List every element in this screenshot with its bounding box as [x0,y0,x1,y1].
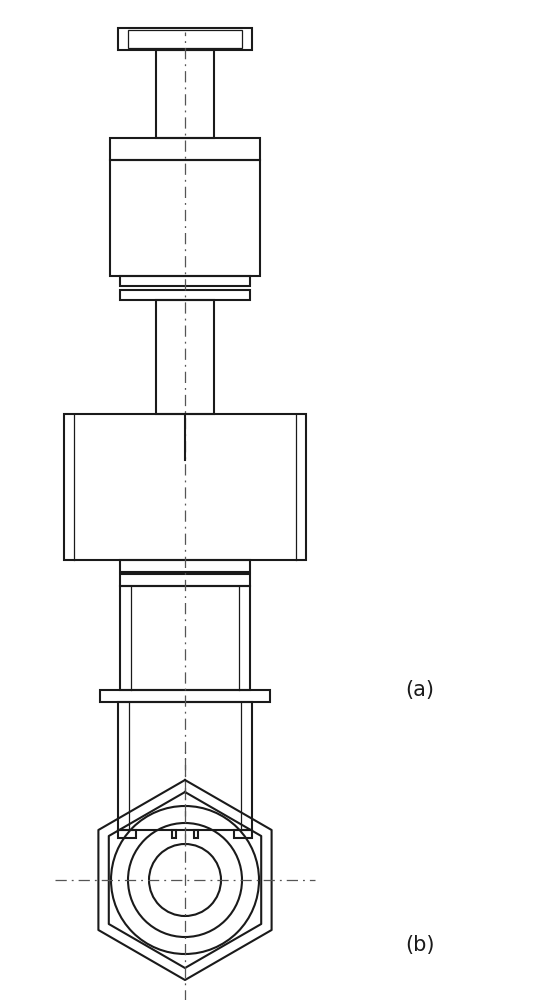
Bar [120,586,250,690]
Bar [110,138,260,160]
Bar [120,574,250,586]
Bar [194,830,198,838]
Bar [110,160,260,276]
Bar [64,414,306,560]
Bar [156,50,214,138]
Bar [120,276,250,286]
Text: (a): (a) [406,680,435,700]
Bar [128,30,242,48]
Bar [156,300,214,414]
Bar [118,830,136,838]
Bar [120,290,250,300]
Bar [172,830,176,838]
Bar [118,28,252,50]
Text: (b): (b) [405,935,435,955]
Bar [234,830,252,838]
Bar [100,690,270,702]
Bar [118,702,252,830]
Bar [120,560,250,572]
